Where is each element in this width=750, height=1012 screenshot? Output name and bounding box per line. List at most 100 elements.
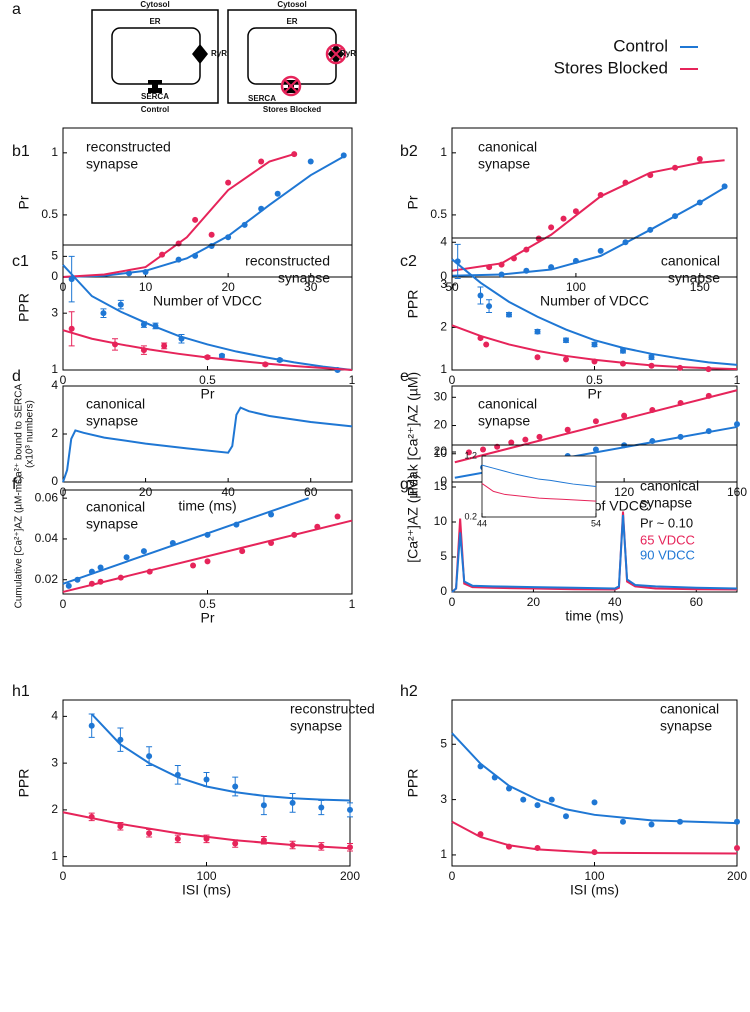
data-point [74, 576, 81, 583]
data-point [622, 179, 629, 186]
label: RyR [211, 49, 227, 58]
x-tick-label: 0 [60, 869, 67, 883]
x-tick-label: 20 [221, 280, 235, 294]
data-point [734, 421, 740, 428]
data-point [506, 843, 512, 850]
y-tick-label: 1 [440, 362, 447, 376]
data-point [262, 361, 269, 368]
label: SERCA [141, 92, 169, 101]
data-point [291, 151, 298, 158]
x-axis-label: Number of VDCC [153, 293, 262, 309]
y-tick-label: 0 [51, 269, 58, 283]
y-tick-label: 3 [51, 755, 58, 769]
inset: 44 54 0.2 1.2 [464, 450, 601, 528]
data-point [620, 818, 626, 825]
y-tick-label: 0.2 [464, 511, 477, 521]
data-point [483, 341, 490, 348]
y-tick-label: 2 [51, 426, 58, 440]
legend-label: Stores Blocked [554, 58, 668, 77]
data-point [241, 221, 248, 228]
block [284, 79, 298, 93]
data-point [204, 354, 211, 361]
data-point [498, 261, 505, 268]
data-point [477, 292, 484, 299]
annotation: synapse [478, 413, 530, 429]
data-point [88, 580, 95, 587]
y-tick-label: 3 [440, 792, 447, 806]
data-point [465, 449, 472, 456]
label: ER [149, 17, 160, 26]
data-point [258, 205, 265, 212]
data-point [508, 439, 515, 446]
annotation: synapse [86, 413, 138, 429]
data-point [318, 843, 325, 850]
data-point [649, 407, 656, 413]
data-point [620, 347, 626, 354]
panel-label: b1 [12, 143, 30, 160]
annotation: synapse [290, 718, 342, 734]
annotation: canonical [640, 478, 699, 494]
data-point [140, 548, 147, 555]
y-tick-label: 30 [434, 389, 448, 403]
data-point [232, 783, 239, 790]
cell-box [227, 9, 357, 104]
x-axis-label: Pr [201, 386, 215, 402]
data-point [506, 785, 512, 792]
data-point [307, 158, 314, 165]
data-point [477, 763, 484, 770]
y-tick-label: 0.5 [430, 207, 447, 221]
panel-label: a [12, 1, 21, 18]
data-point [506, 311, 512, 318]
curve [454, 389, 738, 464]
y-axis-label: PPR [16, 293, 32, 322]
block [280, 75, 302, 97]
y-tick-label: 3 [440, 277, 447, 291]
y-tick-label: 1 [440, 145, 447, 159]
y-axis-label: Pr [405, 195, 421, 209]
curve [62, 264, 353, 371]
data-point [498, 271, 505, 278]
annotation: canonical [86, 499, 145, 515]
data-point [268, 540, 275, 547]
x-axis-label: Pr [588, 386, 602, 402]
data-point [510, 255, 517, 262]
legend-label: 65 VDCC [640, 532, 695, 547]
y-axis-label: Peak [Ca²⁺]AZ (µM) [405, 372, 421, 496]
x-axis-label: ISI (ms) [182, 882, 231, 898]
data-point [520, 796, 527, 803]
x-tick-label: 0.5 [199, 373, 216, 387]
y-tick-label: 10 [434, 514, 448, 528]
data-point [677, 818, 683, 825]
y-tick-label: 1.2 [464, 450, 477, 460]
y-tick-label: 4 [51, 378, 58, 392]
data-point [208, 242, 215, 249]
data-point [140, 321, 147, 328]
data-point [65, 582, 72, 589]
panel-label: d [12, 368, 21, 385]
data-point [175, 240, 182, 247]
plot-frame [481, 455, 597, 518]
y-tick-label: 0 [440, 584, 447, 598]
data-point [560, 215, 567, 222]
data-point [477, 335, 484, 342]
y-tick-label: 20 [434, 418, 448, 432]
data-point [347, 806, 353, 813]
data-point [672, 164, 679, 171]
data-point [190, 562, 197, 569]
data-point [620, 360, 626, 367]
annotation: synapse [668, 270, 720, 286]
data-point [117, 574, 124, 581]
curve [62, 153, 295, 278]
curve [451, 820, 738, 855]
x-tick-label: 60 [690, 595, 704, 609]
x-tick-label: 20 [527, 595, 541, 609]
y-axis-label: Ca²⁺ bound to SERCA [14, 384, 25, 485]
x-tick-label: 0 [60, 373, 67, 387]
panel-label: f [12, 476, 17, 493]
data-point [225, 179, 232, 186]
data-point [318, 804, 325, 811]
serca [148, 80, 162, 93]
